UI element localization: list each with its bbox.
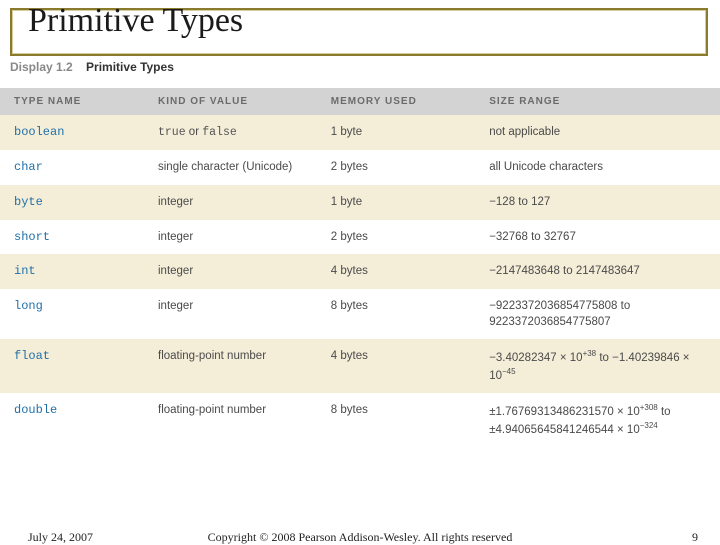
cell-type-name: char xyxy=(0,150,144,185)
cell-range: all Unicode characters xyxy=(475,150,720,185)
table-header-row: TYPE NAMEKIND OF VALUEMEMORY USEDSIZE RA… xyxy=(0,88,720,115)
footer-page-number: 9 xyxy=(692,530,698,545)
column-header: MEMORY USED xyxy=(317,88,475,115)
cell-type-name: double xyxy=(0,393,144,447)
slide-title: Primitive Types xyxy=(28,2,243,40)
cell-memory: 8 bytes xyxy=(317,289,475,339)
cell-memory: 2 bytes xyxy=(317,150,475,185)
cell-kind: integer xyxy=(144,220,317,255)
cell-range: −2147483648 to 2147483647 xyxy=(475,254,720,289)
cell-kind: integer xyxy=(144,254,317,289)
cell-type-name: int xyxy=(0,254,144,289)
cell-range: not applicable xyxy=(475,115,720,150)
cell-memory: 2 bytes xyxy=(317,220,475,255)
table-row: longinteger8 bytes−9223372036854775808 t… xyxy=(0,289,720,339)
column-header: KIND OF VALUE xyxy=(144,88,317,115)
footer-copyright: Copyright © 2008 Pearson Addison-Wesley.… xyxy=(0,530,720,545)
cell-type-name: byte xyxy=(0,185,144,220)
display-caption: Display 1.2 Primitive Types xyxy=(10,60,174,74)
cell-type-name: float xyxy=(0,339,144,393)
primitive-types-table-wrap: TYPE NAMEKIND OF VALUEMEMORY USEDSIZE RA… xyxy=(0,88,720,447)
display-label: Primitive Types xyxy=(86,60,174,74)
primitive-types-table: TYPE NAMEKIND OF VALUEMEMORY USEDSIZE RA… xyxy=(0,88,720,447)
cell-memory: 8 bytes xyxy=(317,393,475,447)
cell-kind: floating-point number xyxy=(144,393,317,447)
column-header: TYPE NAME xyxy=(0,88,144,115)
display-number: Display 1.2 xyxy=(10,60,73,74)
table-row: booleantrue or false1 bytenot applicable xyxy=(0,115,720,150)
cell-memory: 1 byte xyxy=(317,115,475,150)
cell-kind: single character (Unicode) xyxy=(144,150,317,185)
cell-range: −128 to 127 xyxy=(475,185,720,220)
cell-kind: floating-point number xyxy=(144,339,317,393)
table-row: doublefloating-point number8 bytes±1.767… xyxy=(0,393,720,447)
cell-type-name: boolean xyxy=(0,115,144,150)
table-row: floatfloating-point number4 bytes−3.4028… xyxy=(0,339,720,393)
cell-type-name: long xyxy=(0,289,144,339)
cell-kind: true or false xyxy=(144,115,317,150)
table-row: charsingle character (Unicode)2 bytesall… xyxy=(0,150,720,185)
cell-type-name: short xyxy=(0,220,144,255)
cell-memory: 1 byte xyxy=(317,185,475,220)
table-row: intinteger4 bytes−2147483648 to 21474836… xyxy=(0,254,720,289)
table-row: shortinteger2 bytes−32768 to 32767 xyxy=(0,220,720,255)
cell-range: −9223372036854775808 to 9223372036854775… xyxy=(475,289,720,339)
table-row: byteinteger1 byte−128 to 127 xyxy=(0,185,720,220)
column-header: SIZE RANGE xyxy=(475,88,720,115)
cell-range: −3.40282347 × 10+38 to −1.40239846 × 10−… xyxy=(475,339,720,393)
cell-kind: integer xyxy=(144,289,317,339)
table-body: booleantrue or false1 bytenot applicable… xyxy=(0,115,720,447)
cell-memory: 4 bytes xyxy=(317,339,475,393)
cell-range: −32768 to 32767 xyxy=(475,220,720,255)
cell-kind: integer xyxy=(144,185,317,220)
cell-memory: 4 bytes xyxy=(317,254,475,289)
cell-range: ±1.76769313486231570 × 10+308 to ±4.9406… xyxy=(475,393,720,447)
